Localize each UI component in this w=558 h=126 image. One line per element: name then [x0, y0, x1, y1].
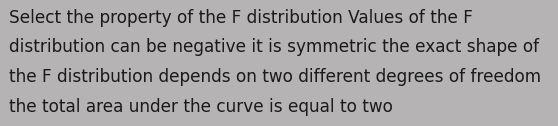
Text: the total area under the curve is equal to two: the total area under the curve is equal … — [9, 98, 393, 116]
Text: Select the property of the F distribution Values of the F: Select the property of the F distributio… — [9, 9, 473, 27]
Text: the F distribution depends on two different degrees of freedom: the F distribution depends on two differ… — [9, 68, 541, 86]
Text: distribution can be negative it is symmetric the exact shape of: distribution can be negative it is symme… — [9, 38, 539, 56]
